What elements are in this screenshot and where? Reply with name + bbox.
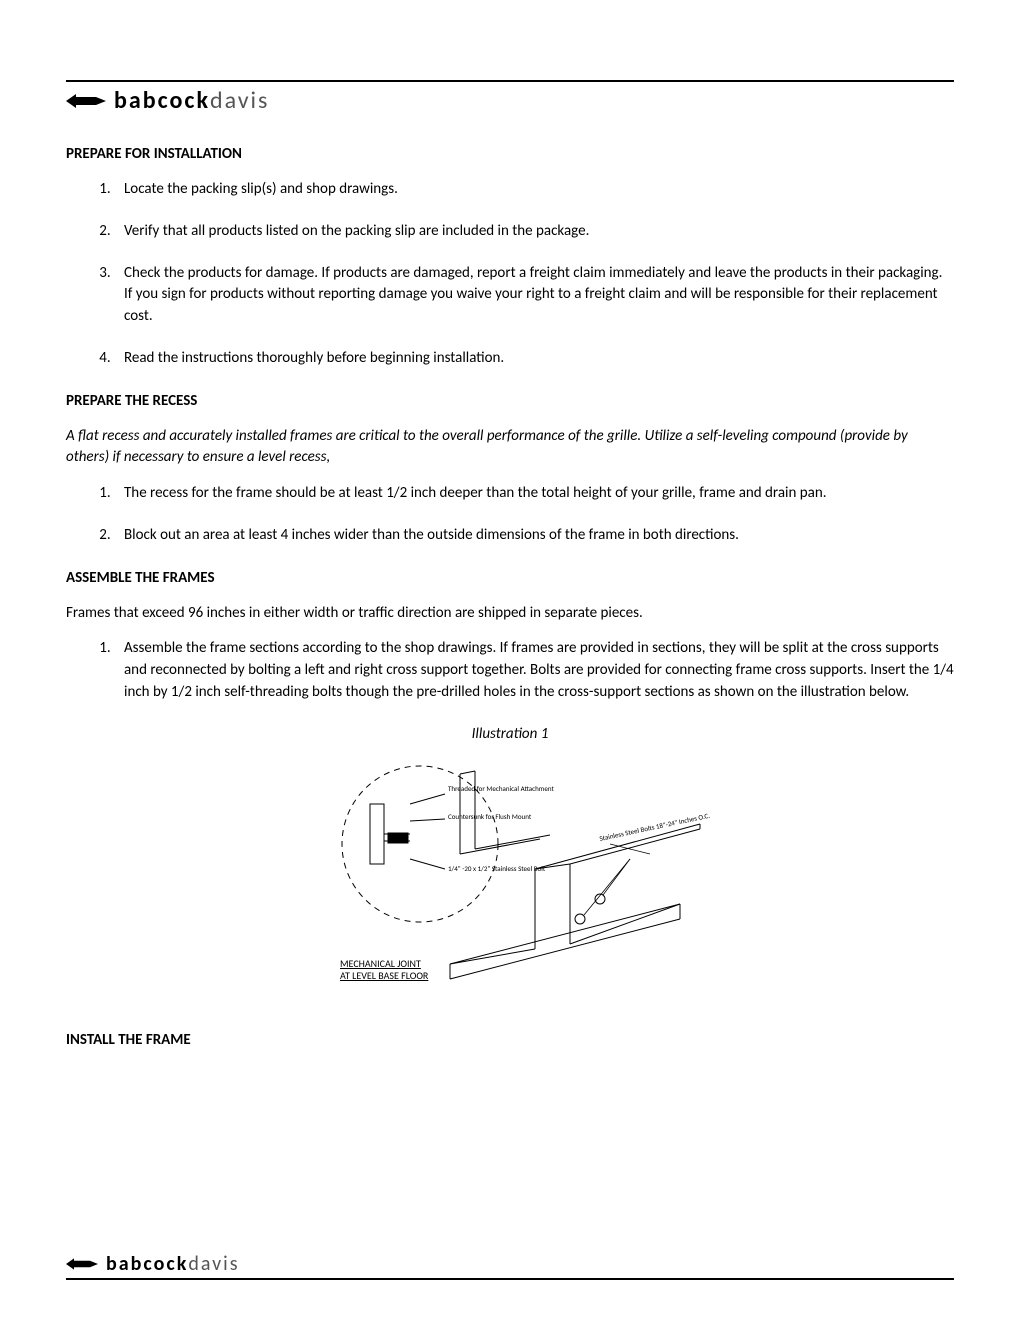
label-bolt: 1/4" -20 x 1/2" Stainless Steel Bolt xyxy=(448,864,546,873)
section1-list: Locate the packing slip(s) and shop draw… xyxy=(66,179,954,370)
section3-intro: Frames that exceed 96 inches in either w… xyxy=(66,603,954,625)
section-assemble-frames-title: ASSEMBLE THE FRAMES xyxy=(66,569,954,587)
label-joint2: AT LEVEL BASE FLOOR xyxy=(340,969,429,982)
section3-list: Assemble the frame sections according to… xyxy=(66,638,954,703)
illustration-1: Threaded for Mechanical Attachment Count… xyxy=(300,749,720,1009)
logo-arrow-icon xyxy=(66,94,106,108)
list-item: Assemble the frame sections according to… xyxy=(114,638,954,703)
list-item: Block out an area at least 4 inches wide… xyxy=(114,525,954,547)
footer: babcockdavis xyxy=(66,1252,954,1280)
section-prepare-installation-title: PREPARE FOR INSTALLATION xyxy=(66,145,954,163)
section2-intro: A flat recess and accurately installed f… xyxy=(66,426,954,470)
label-stainless: Stainless Steel Bolts 18"-24" Inches O.C… xyxy=(599,811,711,843)
list-item: Verify that all products listed on the p… xyxy=(114,221,954,243)
section-install-frame-title: INSTALL THE FRAME xyxy=(66,1031,954,1049)
list-item: Locate the packing slip(s) and shop draw… xyxy=(114,179,954,201)
logo-bold: babcock xyxy=(114,86,210,115)
page: babcockdavis PREPARE FOR INSTALLATION Lo… xyxy=(0,0,1020,1320)
list-item: Check the products for damage. If produc… xyxy=(114,263,954,328)
logo-arrow-icon xyxy=(66,1258,98,1270)
list-item: The recess for the frame should be at le… xyxy=(114,483,954,505)
illustration-caption: Illustration 1 xyxy=(66,724,954,746)
section-prepare-recess-title: PREPARE THE RECESS xyxy=(66,392,954,410)
section2-list: The recess for the frame should be at le… xyxy=(66,483,954,547)
bottom-rule xyxy=(66,1278,954,1280)
label-countersunk: Countersunk for Flush Mount xyxy=(448,812,532,821)
footer-logo: babcockdavis xyxy=(66,1252,954,1276)
logo-text: babcockdavis xyxy=(106,1252,240,1276)
logo-light: davis xyxy=(188,1252,239,1276)
header-logo: babcockdavis xyxy=(66,86,954,115)
label-threaded: Threaded for Mechanical Attachment xyxy=(448,784,554,793)
top-rule xyxy=(66,80,954,82)
logo-light: davis xyxy=(210,86,269,115)
logo-bold: babcock xyxy=(106,1252,188,1276)
list-item: Read the instructions thoroughly before … xyxy=(114,348,954,370)
logo-text: babcockdavis xyxy=(114,86,269,115)
